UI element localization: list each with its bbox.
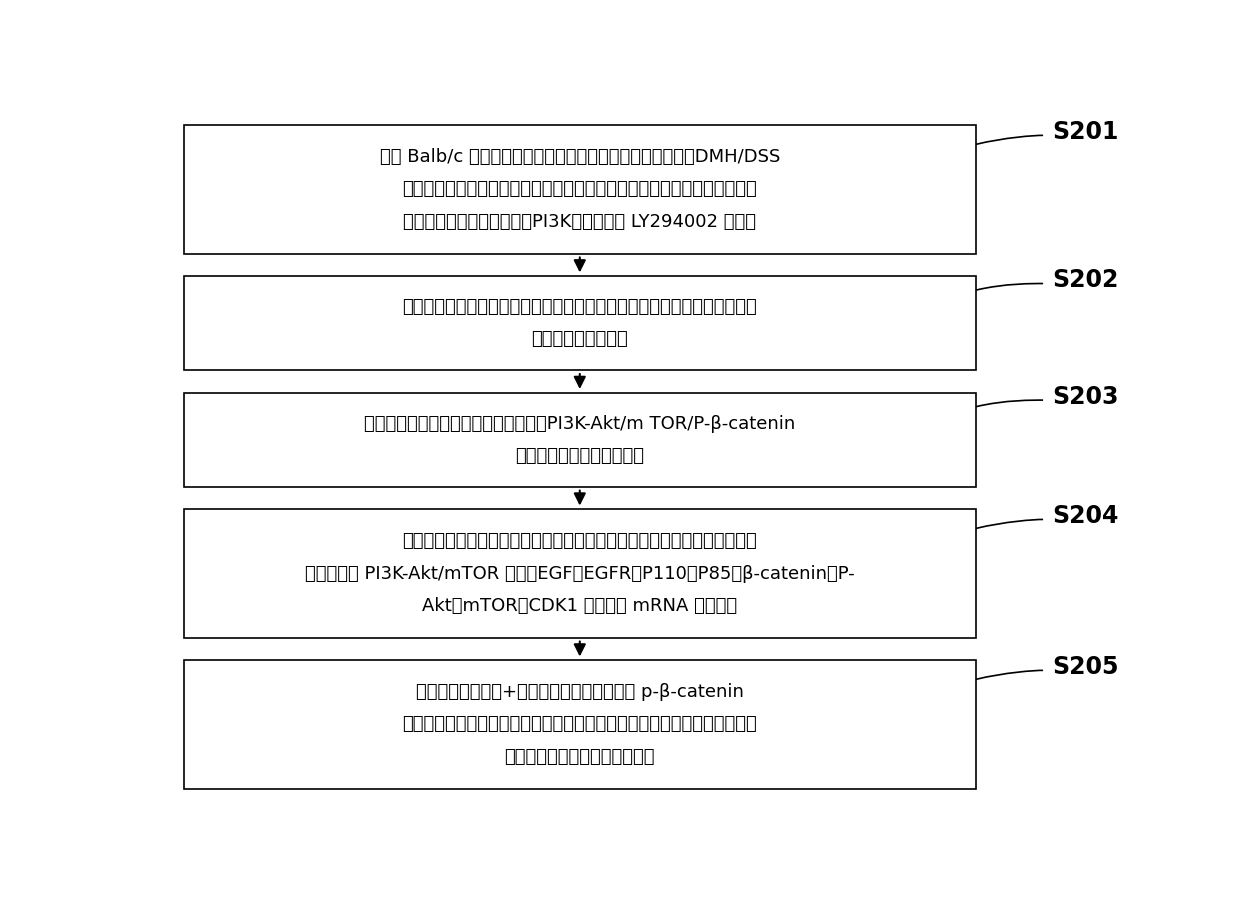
- Text: 应用光镜以及透射电镜下观察溃结癌变小鼠结肠组织形态学改变及超微结构: 应用光镜以及透射电镜下观察溃结癌变小鼠结肠组织形态学改变及超微结构: [403, 533, 757, 550]
- Bar: [183, 660, 976, 788]
- Bar: [183, 392, 976, 487]
- Text: 变化；分析 PI3K-Akt/mTOR 通路中EGF、EGFR、P110、P85、β-catenin、P-: 变化；分析 PI3K-Akt/mTOR 通路中EGF、EGFR、P110、P85…: [305, 565, 855, 583]
- Text: 热活血类中药）、对照组（PI3K信号阻断剂 LY294002 干预）: 热活血类中药）、对照组（PI3K信号阻断剂 LY294002 干预）: [403, 213, 756, 231]
- Bar: [183, 125, 976, 254]
- Text: 应用健脾清热活血方干预溃结相关癌变PI3K-Akt/m TOR/P-β-catenin: 应用健脾清热活血方干预溃结相关癌变PI3K-Akt/m TOR/P-β-cate…: [364, 415, 795, 433]
- Text: 采用水提法提取中药复方健脾清热活血方中救必应、白术、白芍、炙甘草、: 采用水提法提取中药复方健脾清热活血方中救必应、白术、白芍、炙甘草、: [403, 298, 757, 316]
- Bar: [183, 509, 976, 638]
- Text: 水蛭、三七有效成分: 水蛭、三七有效成分: [532, 330, 628, 348]
- Text: S203: S203: [1053, 384, 1119, 409]
- Text: 防治溃结癌变的分子生物学靶点: 防治溃结癌变的分子生物学靶点: [504, 748, 655, 766]
- Text: 核内转位。观察健脾清热活血中药上述指标的影响，验证健脾清热活血中药: 核内转位。观察健脾清热活血中药上述指标的影响，验证健脾清热活血中药: [403, 716, 757, 734]
- Text: 复合法制备溃结相关癌变动物模型，分成模型组、治疗组（不同剂量健脾清: 复合法制备溃结相关癌变动物模型，分成模型组、治疗组（不同剂量健脾清: [403, 180, 757, 198]
- Text: S204: S204: [1053, 504, 1119, 528]
- Text: 选择 Balb/c 小鼠为研究对象，除正常组外，其余各组均采用DMH/DSS: 选择 Balb/c 小鼠为研究对象，除正常组外，其余各组均采用DMH/DSS: [379, 148, 781, 166]
- Text: S201: S201: [1053, 120, 1119, 144]
- Text: 激光共聚焦显微镜+免疫荧光染色等技术检测 p-β-catenin: 激光共聚焦显微镜+免疫荧光染色等技术检测 p-β-catenin: [416, 683, 743, 701]
- Text: S205: S205: [1053, 655, 1119, 679]
- Text: Akt、mTOR、CDK1 蛋白及其 mRNA 表达变化: Akt、mTOR、CDK1 蛋白及其 mRNA 表达变化: [422, 597, 737, 615]
- Text: S202: S202: [1053, 269, 1119, 292]
- Text: 通路，并观察相关指标变化: 通路，并观察相关指标变化: [515, 446, 644, 464]
- Bar: [183, 276, 976, 370]
